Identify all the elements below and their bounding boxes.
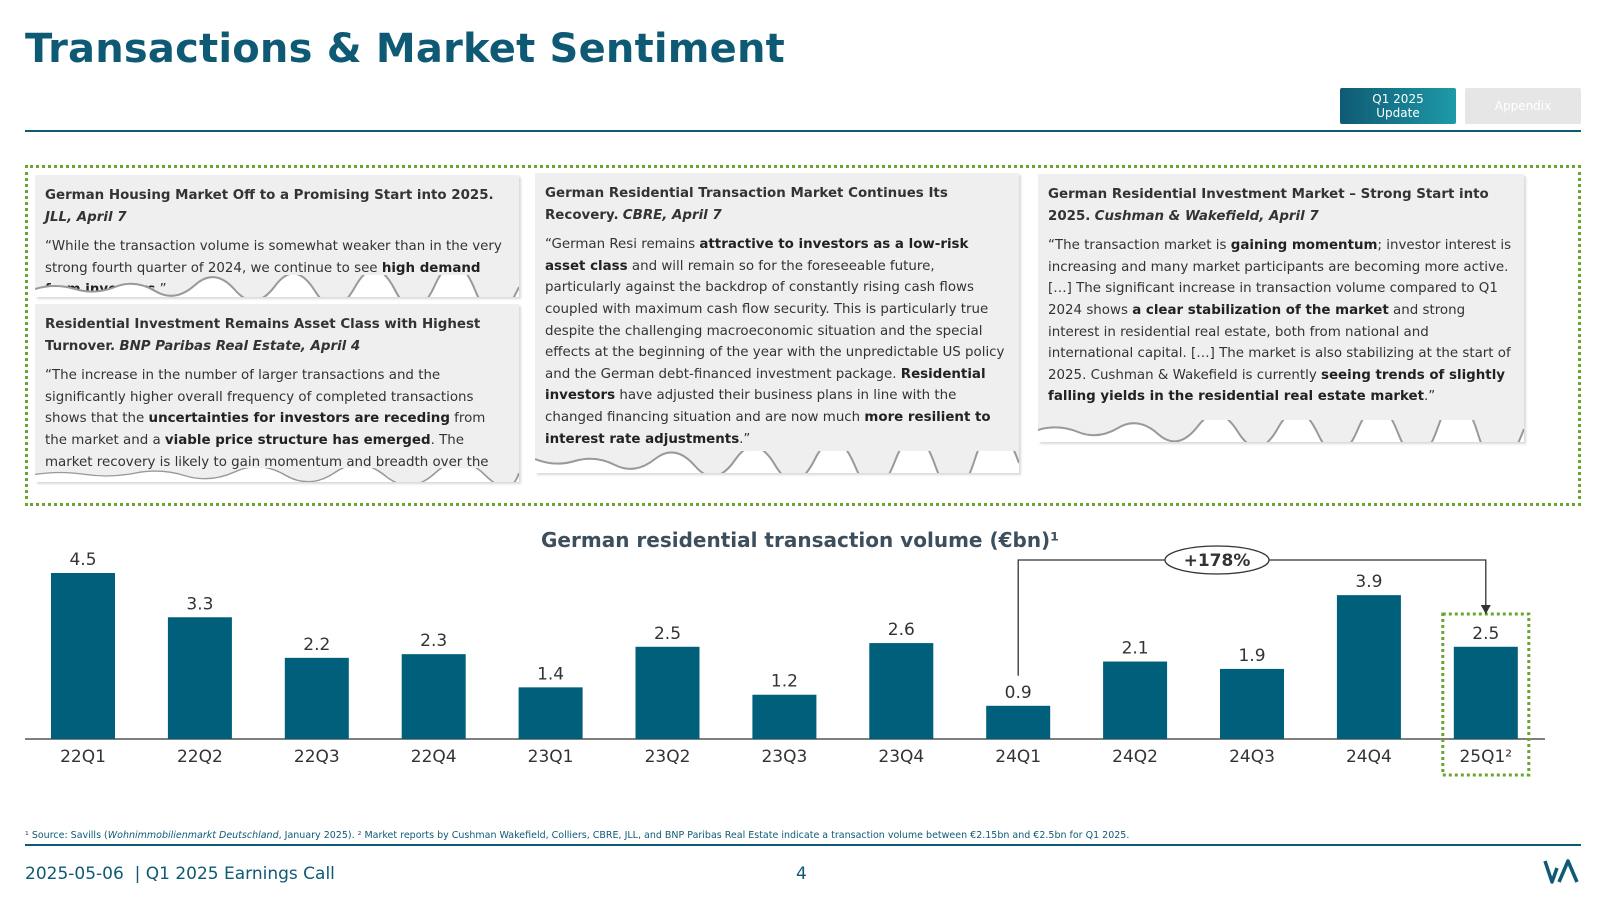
chart-title: German residential transaction volume (€… [541, 528, 1059, 552]
bar [1220, 668, 1284, 739]
header-divider [25, 130, 1581, 132]
bar-value-label: 3.9 [1355, 572, 1382, 592]
torn-edge [535, 451, 1019, 473]
footnote: ¹ Source: Savills (Wohnimmobilienmarkt D… [25, 830, 1130, 841]
bar-value-label: 1.4 [537, 664, 564, 684]
growth-label: +178% [1184, 551, 1251, 571]
torn-edge [1038, 420, 1524, 442]
footer-date: 2025-05-06 | Q1 2025 Earnings Call [25, 864, 335, 884]
quote-card-cbre: German Residential Transaction Market Co… [535, 173, 1019, 473]
bar [167, 617, 232, 739]
bar [284, 657, 349, 739]
vonovia-logo-icon [1543, 859, 1579, 884]
bar [752, 694, 817, 739]
quotes-frame [25, 165, 1581, 506]
x-tick-label: 23Q4 [878, 747, 924, 767]
x-tick-label: 24Q3 [1229, 747, 1275, 767]
x-tick-label: 22Q2 [177, 747, 223, 767]
quote-source: Cushman & Wakefield, April 7 [1094, 208, 1319, 224]
quote-card-jll: German Housing Market Off to a Promising… [35, 175, 519, 297]
x-tick-label: 22Q1 [60, 747, 106, 767]
bar [869, 643, 934, 739]
bar-value-label: 3.3 [186, 594, 213, 614]
x-tick-label: 24Q4 [1346, 747, 1392, 767]
bar-value-label: 1.9 [1238, 646, 1265, 666]
quote-body: “German Resi remains attractive to inves… [545, 237, 1005, 447]
bar [1103, 661, 1168, 739]
quote-card-bnp: Residential Investment Remains Asset Cla… [35, 304, 519, 482]
tab-q1-2025-update[interactable]: Q1 2025 Update [1340, 88, 1456, 124]
page-number: 4 [796, 864, 807, 884]
x-tick-label: 25Q1² [1459, 747, 1512, 767]
bar [1336, 595, 1401, 739]
bar [401, 654, 466, 739]
x-tick-label: 24Q1 [995, 747, 1041, 767]
growth-arrowhead [1480, 605, 1491, 614]
torn-edge [35, 275, 519, 297]
quote-body: “The increase in the number of larger tr… [45, 368, 489, 482]
bar-value-label: 2.2 [303, 635, 330, 655]
bar [518, 687, 583, 739]
quote-body: “While the transaction volume is somewha… [45, 239, 502, 297]
quote-body: “The transaction market is gaining momen… [1048, 238, 1512, 405]
bar-value-label: 2.3 [420, 631, 447, 651]
x-tick-label: 23Q3 [761, 747, 807, 767]
quote-source: JLL, April 7 [45, 209, 127, 225]
bar [1453, 646, 1518, 739]
x-tick-label: 23Q1 [528, 747, 574, 767]
bar-value-label: 2.6 [888, 620, 915, 640]
bar [635, 646, 700, 739]
bar-value-label: 2.1 [1122, 639, 1149, 659]
quote-source: CBRE, April 7 [622, 207, 722, 223]
growth-badge [1164, 545, 1270, 575]
bar-value-label: 2.5 [654, 624, 681, 644]
quote-title: Residential Investment Remains Asset Cla… [45, 317, 481, 354]
transaction-volume-chart: 4.5 22Q1 3.3 22Q2 2.2 22Q3 2.3 22Q4 1.4 23Q1 2.5 23… [25, 545, 1545, 777]
x-tick-label: 23Q2 [645, 747, 691, 767]
quote-title: German Residential Transaction Market Co… [545, 186, 948, 223]
bar [51, 573, 115, 739]
quote-title: German Housing Market Off to a Promising… [45, 188, 494, 203]
torn-edge [35, 468, 519, 482]
footer-divider [25, 844, 1581, 846]
x-tick-label: 24Q2 [1112, 747, 1158, 767]
bar-value-label: 2.5 [1472, 624, 1499, 644]
bar [986, 705, 1051, 739]
bar-value-label: 4.5 [69, 550, 96, 570]
quote-card-cushman: German Residential Investment Market – S… [1038, 174, 1524, 442]
quote-title: German Residential Investment Market – S… [1048, 187, 1489, 224]
tab-appendix[interactable]: Appendix [1465, 88, 1581, 124]
bar-value-label: 1.2 [771, 672, 798, 692]
x-tick-label: 22Q4 [411, 747, 457, 767]
quote-source: BNP Paribas Real Estate, April 4 [119, 338, 361, 354]
x-tick-label: 22Q3 [294, 747, 340, 767]
page-title: Transactions & Market Sentiment [25, 26, 786, 72]
bar-value-label: 0.9 [1005, 683, 1032, 703]
